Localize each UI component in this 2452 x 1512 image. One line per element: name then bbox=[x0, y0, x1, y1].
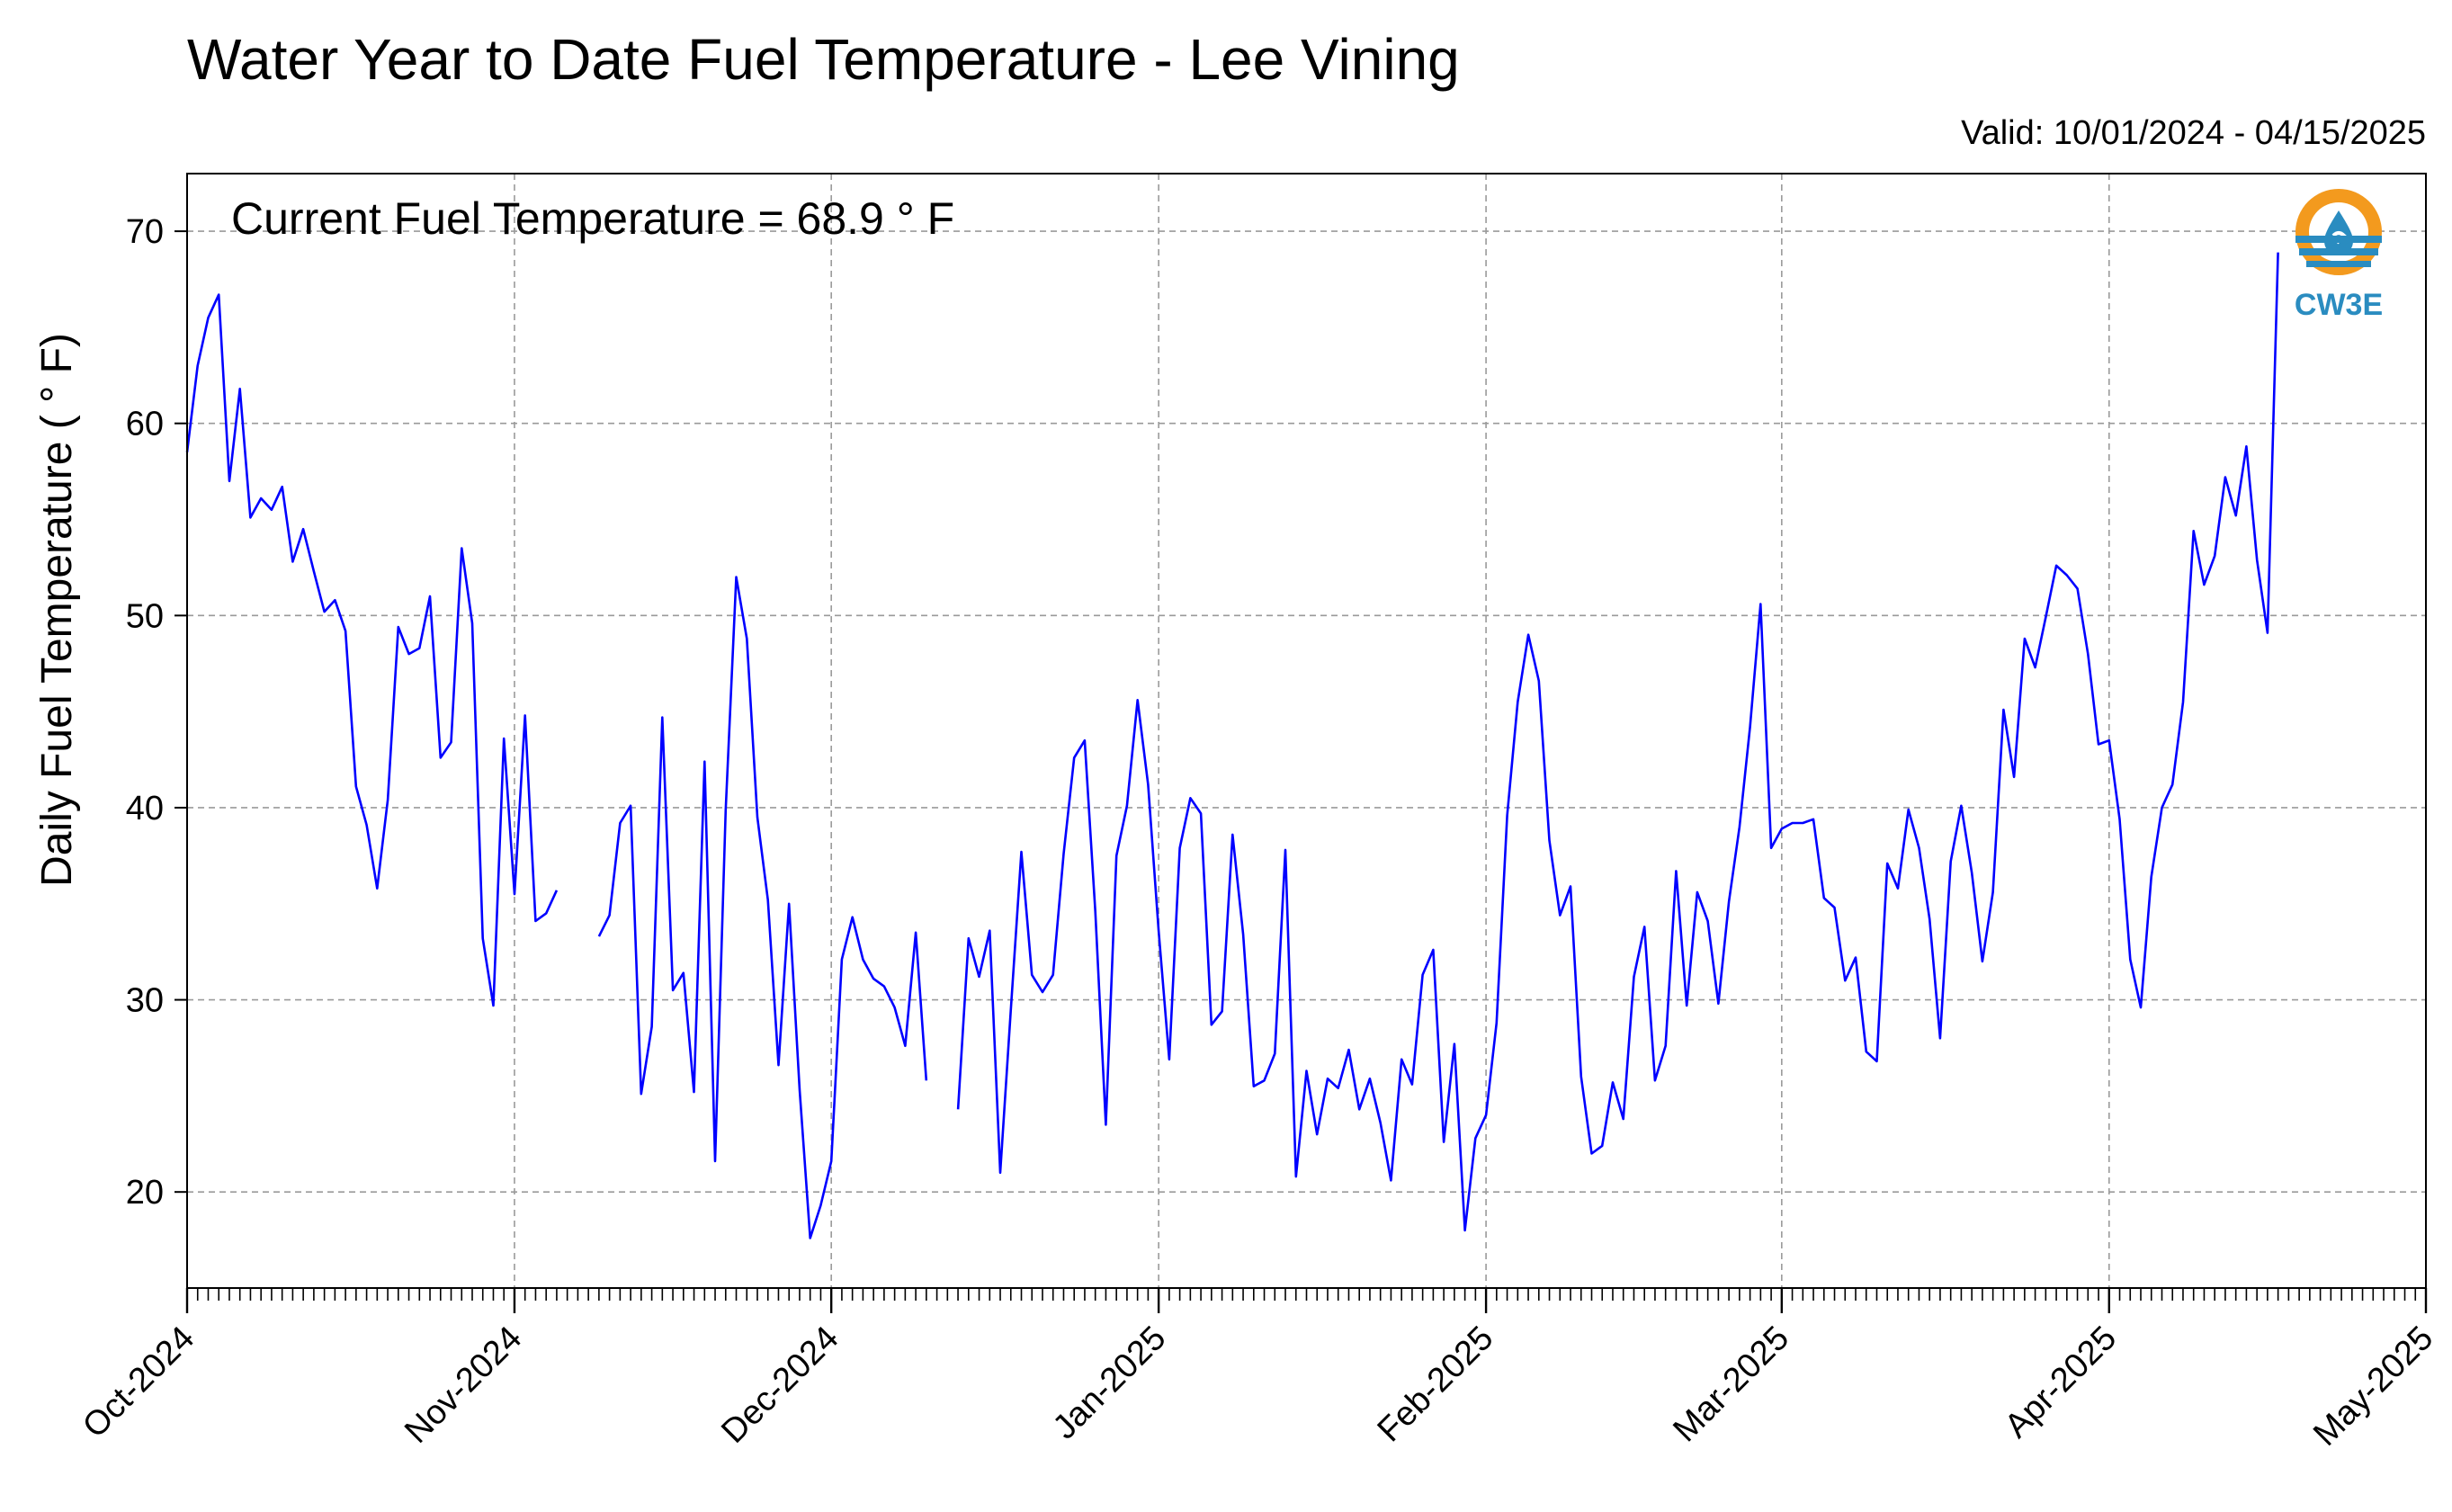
x-tick-label: Jan-2025 bbox=[1046, 1320, 1174, 1447]
plot-area-frame bbox=[186, 173, 2427, 1289]
x-tick-label: Apr-2025 bbox=[1998, 1320, 2124, 1445]
chart-title: Water Year to Date Fuel Temperature - Le… bbox=[187, 27, 1460, 92]
y-tick-label: 60 bbox=[126, 406, 164, 443]
x-tick-label: Oct-2024 bbox=[76, 1320, 201, 1445]
current-fuel-temperature-annotation: Current Fuel Temperature = 68.9 ° F bbox=[231, 193, 954, 244]
axis-ticks: 20 30 40 50 60 70 Oct-2024 Nov-2024 Dec-2024 Jan-… bbox=[76, 213, 2440, 1454]
y-tick-label: 20 bbox=[126, 1174, 164, 1212]
y-axis-label: Daily Fuel Temperature ( ° F) bbox=[33, 333, 81, 887]
y-tick-label: 70 bbox=[126, 213, 164, 251]
cw3e-logo: CW3E bbox=[2295, 189, 2383, 322]
x-tick-label: May-2025 bbox=[2306, 1320, 2440, 1454]
x-tick-label: Mar-2025 bbox=[1666, 1320, 1796, 1450]
y-tick-label: 40 bbox=[126, 790, 164, 828]
series-layer bbox=[185, 252, 2279, 1239]
valid-range: Valid: 10/01/2024 - 04/15/2025 bbox=[1961, 114, 2426, 152]
x-tick-label: Nov-2024 bbox=[398, 1320, 529, 1451]
x-tick-label: Dec-2024 bbox=[714, 1320, 846, 1451]
y-tick-label: 30 bbox=[126, 982, 164, 1020]
fuel-temperature-line bbox=[185, 252, 2279, 1239]
x-tick-label: Feb-2025 bbox=[1371, 1320, 1501, 1450]
logo-text: CW3E bbox=[2295, 288, 2383, 322]
y-tick-label: 50 bbox=[126, 597, 164, 635]
grid-layer bbox=[187, 174, 2426, 1288]
